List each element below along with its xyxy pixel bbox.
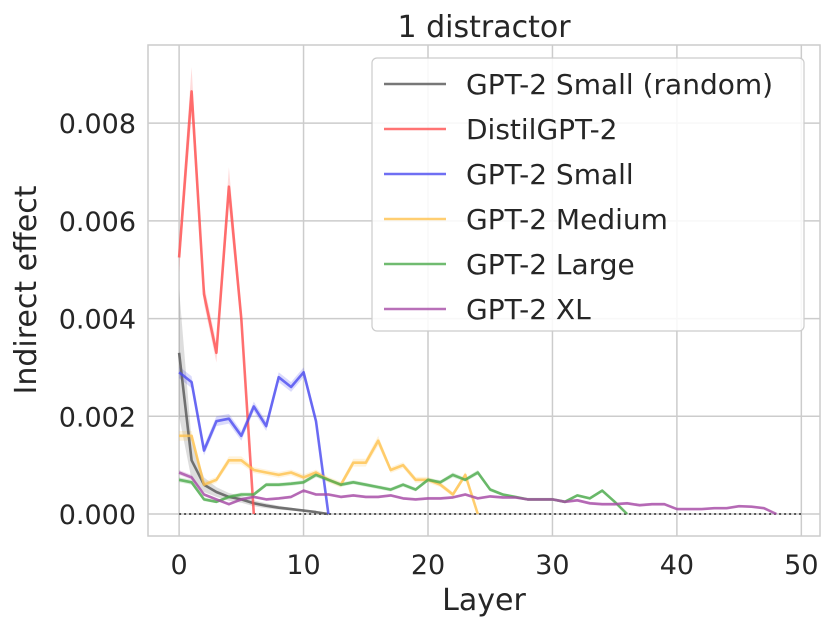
legend-label: GPT-2 XL — [466, 293, 591, 326]
plot-frame — [147, 44, 821, 537]
y-tick-label: 0.000 — [59, 500, 136, 531]
legend-label: GPT-2 Large — [466, 248, 635, 281]
x-axis-label: Layer — [442, 583, 526, 618]
legend-label: DistilGPT-2 — [466, 113, 618, 146]
legend: GPT-2 Small (random) DistilGPT-2 GPT-2 Sma… — [371, 57, 805, 332]
x-tick-label: 40 — [660, 550, 694, 581]
y-tick-label: 0.002 — [59, 402, 136, 433]
series-line-4 — [178, 471, 629, 515]
y-tick-labels: 0.000 0.002 0.004 0.006 0.008 — [59, 109, 136, 531]
x-tick-label: 10 — [286, 550, 320, 581]
y-tick-label: 0.006 — [59, 207, 136, 238]
y-tick-label: 0.008 — [59, 109, 136, 140]
legend-label: GPT-2 Small (random) — [466, 68, 773, 101]
chart-title: 1 distractor — [397, 10, 571, 45]
y-tick-label: 0.004 — [59, 305, 136, 336]
legend-box — [371, 57, 805, 332]
x-tick-label: 50 — [784, 550, 818, 581]
y-axis-label: Indirect effect — [9, 185, 44, 394]
series-band-4 — [179, 470, 628, 514]
series-line-1 — [177, 90, 256, 515]
x-tick-labels: 0 10 20 30 40 50 — [171, 550, 819, 581]
x-tick-label: 30 — [535, 550, 569, 581]
x-tick-label: 20 — [411, 550, 445, 581]
x-tick-label: 0 — [171, 550, 188, 581]
series-line-2 — [178, 370, 330, 515]
legend-label: GPT-2 Medium — [466, 203, 668, 236]
series-lines — [177, 90, 777, 516]
legend-label: GPT-2 Small — [466, 158, 634, 191]
series-line-5 — [178, 471, 777, 516]
